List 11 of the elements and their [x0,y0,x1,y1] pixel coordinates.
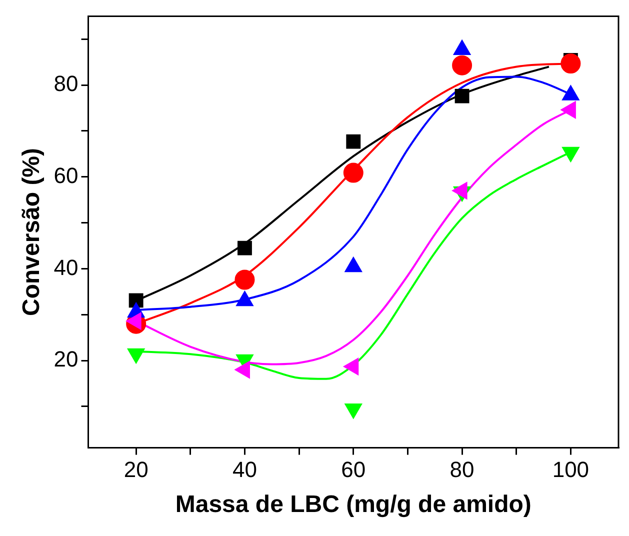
y-tick-label: 60 [54,162,78,188]
x-tick-label: 60 [341,457,366,482]
y-tick-label: 80 [54,71,78,96]
x-tick-label: 100 [552,457,590,482]
y-axis-title: Conversão (%) [18,148,46,316]
x-tick-label: 20 [124,457,148,482]
x-tick-label: 40 [232,457,257,482]
x-tick-label: 80 [450,457,474,482]
x-axis-title: Massa de LBC (mg/g de amido) [175,491,532,518]
y-tick-label: 40 [54,254,78,280]
y-tick-label: 20 [54,346,78,372]
